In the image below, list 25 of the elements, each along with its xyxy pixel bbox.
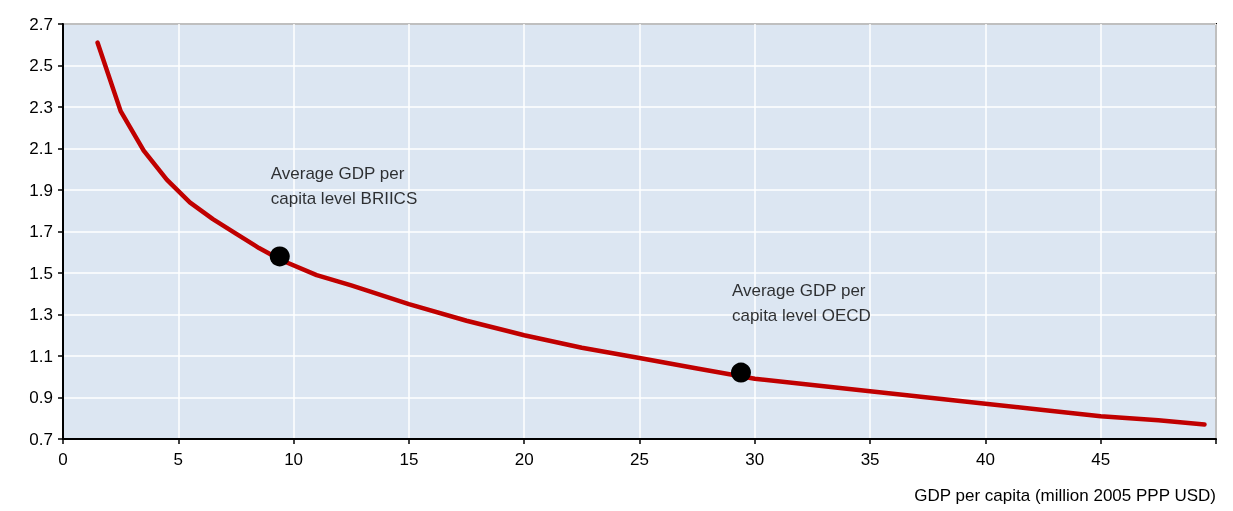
annotation: Average GDP per capita level OECD xyxy=(731,280,871,325)
x-tick-label: 5 xyxy=(173,450,184,469)
x-tick-label: 20 xyxy=(514,450,534,469)
y-tick-label: 2.3 xyxy=(29,97,53,117)
x-tick-label: 30 xyxy=(745,450,765,469)
x-tick-label: 0 xyxy=(58,450,68,469)
y-tick-label: 1.5 xyxy=(29,263,53,283)
y-tick-label: 0.7 xyxy=(29,429,53,449)
x-tick-label: 10 xyxy=(284,450,304,469)
x-tick-label: 35 xyxy=(860,450,880,469)
line-series xyxy=(95,40,1207,427)
x-tick-label: 45 xyxy=(1091,450,1111,469)
x-tick-label: 40 xyxy=(975,450,995,469)
y-tick-label: 2.7 xyxy=(29,14,53,34)
y-tick-label: 1.9 xyxy=(29,180,53,200)
y-tick-label: 1.1 xyxy=(29,346,53,366)
x-axis-title: GDP per capita (million 2005 PPP USD) xyxy=(914,486,1216,505)
y-tick-label: 0.9 xyxy=(29,388,53,407)
x-tick-label: 25 xyxy=(630,450,649,469)
annotation: Average GDP per capita level BRIICS xyxy=(270,164,418,209)
y-tick-label: 2.5 xyxy=(29,56,53,75)
y-tick-label: 1.3 xyxy=(29,305,53,324)
x-tick-label: 15 xyxy=(399,450,419,469)
y-tick-label: 1.7 xyxy=(29,222,53,241)
y-tick-label: 2.1 xyxy=(29,139,53,158)
